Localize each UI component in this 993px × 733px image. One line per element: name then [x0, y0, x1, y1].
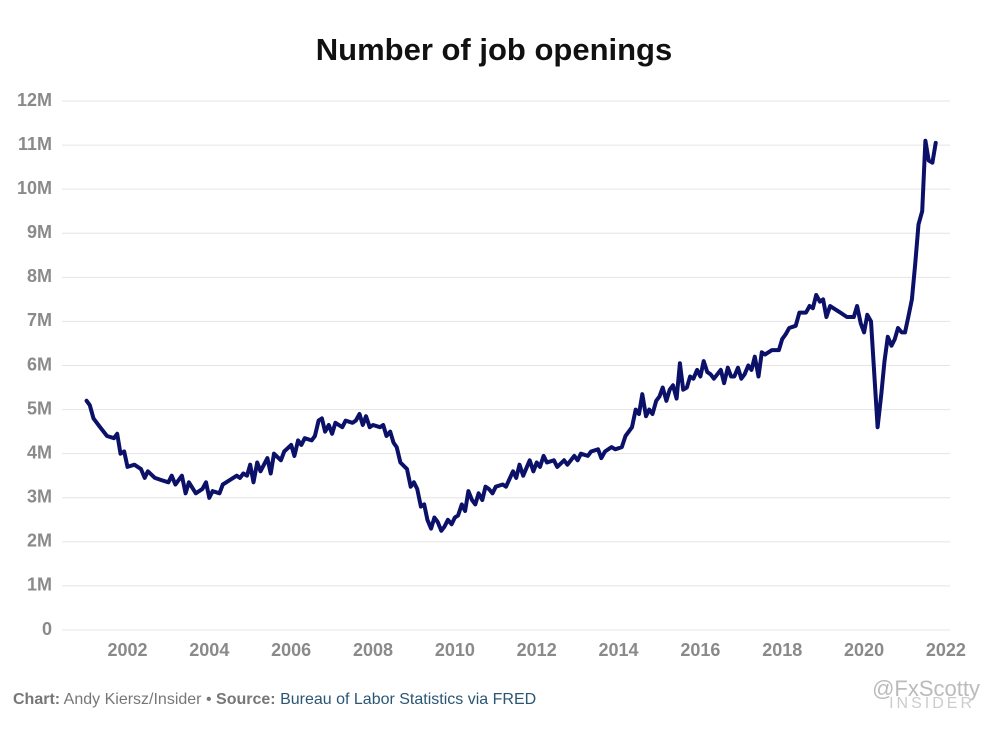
- y-tick-label: 4M: [27, 442, 52, 462]
- watermark: @FxScotty: [872, 676, 980, 701]
- y-tick-label: 12M: [17, 90, 52, 110]
- source: Bureau of Labor Statistics via FRED: [280, 691, 536, 708]
- y-tick-label: 11M: [18, 134, 52, 154]
- footer: Chart: Andy Kiersz/Insider • Source: Bur…: [13, 691, 536, 708]
- logo: INSIDER: [889, 695, 975, 712]
- y-tick-label: 3M: [27, 487, 52, 507]
- source-label: Source:: [216, 691, 276, 708]
- y-tick-label: 6M: [27, 354, 52, 374]
- chart-label: Chart:: [13, 691, 60, 708]
- separator: •: [206, 691, 212, 708]
- chart-credit: Andy Kiersz/Insider: [64, 691, 203, 708]
- y-tick-label: 0: [42, 619, 52, 639]
- y-tick-label: 7M: [27, 310, 52, 330]
- x-tick-label: 2020: [844, 640, 884, 660]
- x-tick-label: 2006: [271, 640, 311, 660]
- x-tick-label: 2002: [107, 640, 147, 660]
- x-tick-label: 2022: [926, 640, 966, 660]
- x-tick-label: 2010: [435, 640, 475, 660]
- y-tick-label: 1M: [27, 575, 52, 595]
- y-tick-label: 10M: [17, 178, 52, 198]
- y-tick-label: 2M: [27, 531, 52, 551]
- line-series: [84, 138, 938, 533]
- y-tick-label: 8M: [27, 266, 52, 286]
- y-tick-label: 5M: [27, 398, 52, 418]
- x-tick-label: 2016: [680, 640, 720, 660]
- x-tick-label: 2018: [762, 640, 802, 660]
- x-tick-label: 2004: [189, 640, 229, 660]
- x-tick-label: 2014: [599, 640, 639, 660]
- x-tick-label: 2008: [353, 640, 393, 660]
- y-tick-label: 9M: [27, 222, 52, 242]
- x-tick-label: 2012: [517, 640, 557, 660]
- chart-title: Number of job openings: [316, 32, 673, 67]
